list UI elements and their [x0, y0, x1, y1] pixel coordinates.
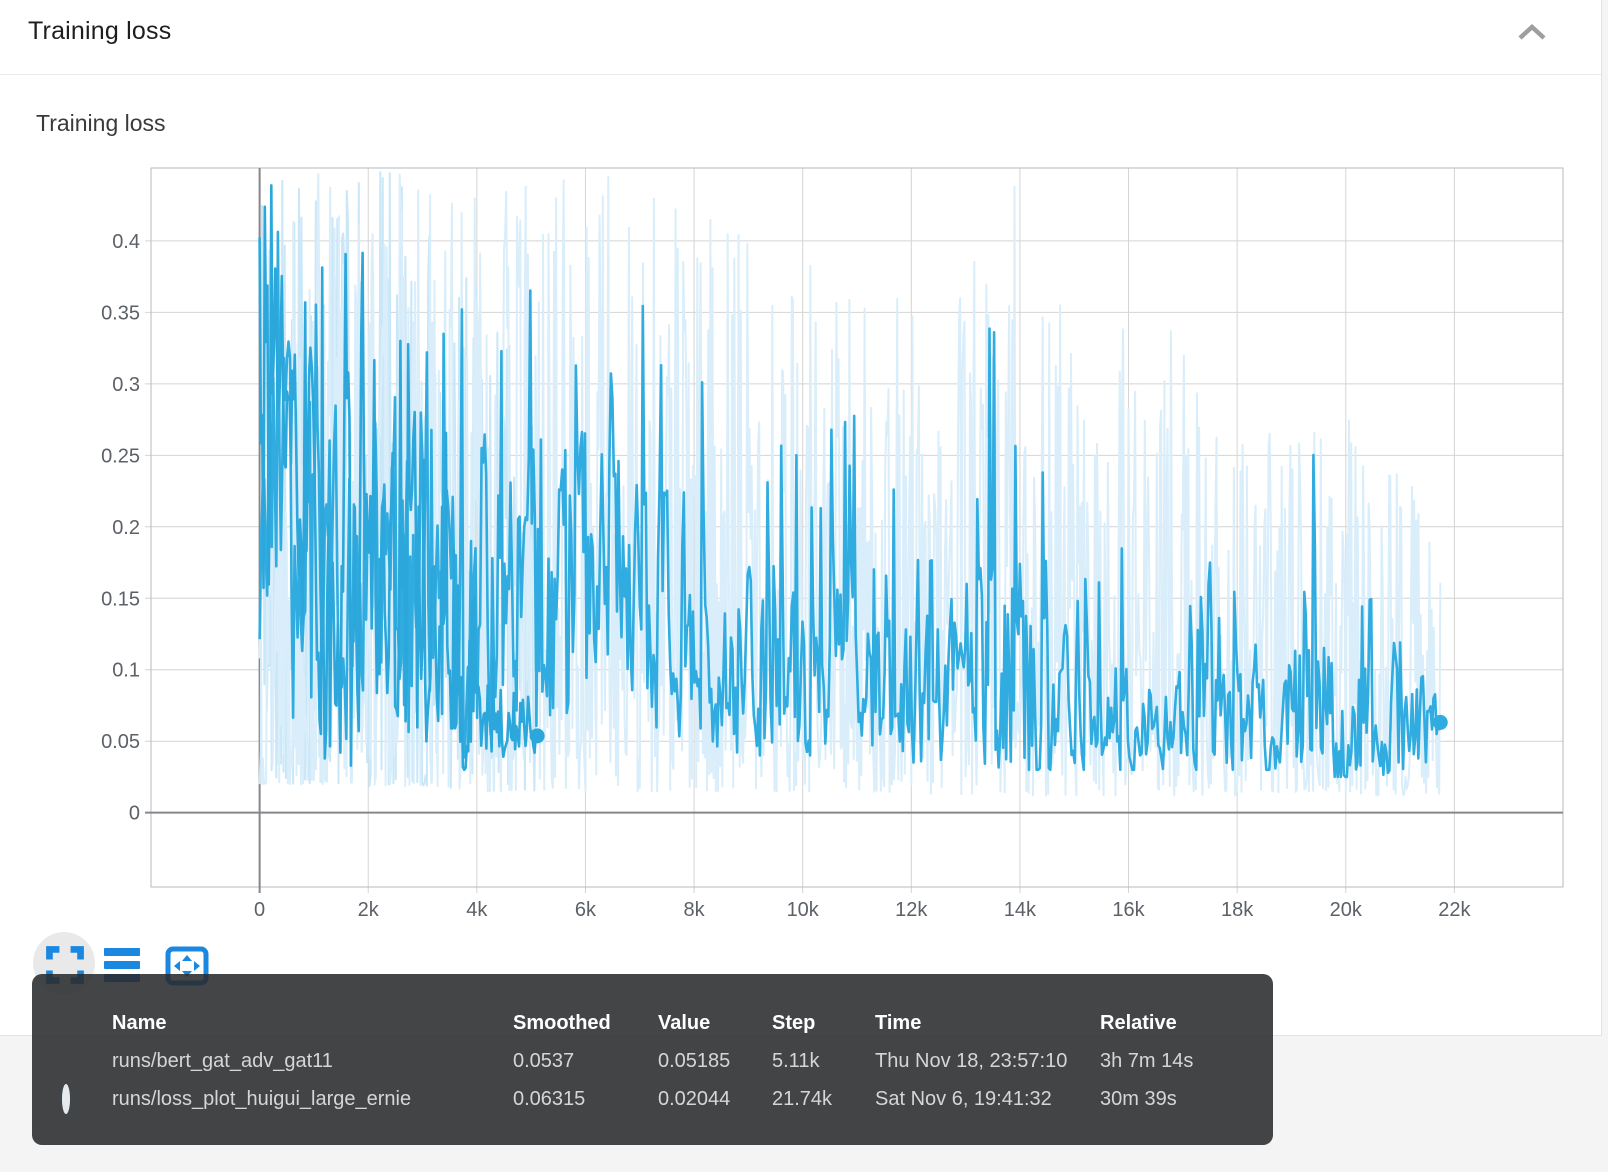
tooltip-run-row: runs/loss_plot_huigui_large_ernie 0.0631…	[32, 1080, 1273, 1118]
chart-series	[258, 171, 1448, 797]
run-value: 0.02044	[658, 1087, 731, 1110]
y-tick-label: 0.4	[112, 231, 140, 253]
y-tick-label: 0.1	[112, 660, 140, 682]
tooltip-col-value: Value	[658, 1011, 711, 1034]
run-relative: 3h 7m 14s	[1100, 1049, 1194, 1072]
y-tick-label: 0.15	[101, 588, 140, 610]
tooltip-header-row: Name Smoothed Value Step Time Relative	[32, 1004, 1273, 1042]
series-raw	[258, 171, 538, 792]
x-tick-label: 10k	[787, 899, 820, 921]
card-header: Training loss	[0, 0, 1601, 75]
run-relative: 30m 39s	[1100, 1087, 1177, 1110]
chart-title: Training loss	[36, 110, 166, 136]
run-step: 5.11k	[772, 1049, 820, 1072]
series-end-dot	[529, 728, 545, 744]
collapse-card-button[interactable]	[1504, 8, 1560, 60]
run-time: Sat Nov 6, 19:41:32	[875, 1087, 1052, 1110]
run-name: runs/loss_plot_huigui_large_ernie	[112, 1087, 412, 1110]
y-tick-label: 0.2	[112, 517, 140, 539]
tooltip-col-time: Time	[875, 1011, 922, 1034]
x-tick-label: 8k	[684, 899, 706, 921]
x-tick-label: 18k	[1221, 899, 1254, 921]
y-tick-label: 0.25	[101, 445, 140, 467]
run-smoothed: 0.06315	[513, 1087, 586, 1110]
run-value: 0.05185	[658, 1049, 731, 1072]
x-tick-label: 20k	[1330, 899, 1363, 921]
x-tick-label: 22k	[1438, 899, 1471, 921]
x-tick-label: 14k	[1004, 899, 1037, 921]
axis-tick-labels: 0 2k 4k 6k 8k 10k 12k 14k 16k 18k 20k 22k 0 0.05 0.1 0.…	[101, 231, 1471, 921]
run-step: 21.74k	[772, 1087, 833, 1110]
x-tick-label: 12k	[895, 899, 928, 921]
tooltip-col-name: Name	[112, 1011, 167, 1034]
fullscreen-icon	[45, 946, 85, 988]
chevron-up-icon	[1515, 22, 1549, 47]
x-tick-label: 4k	[466, 899, 488, 921]
y-tick-label: 0	[129, 803, 140, 825]
x-tick-label: 0	[254, 899, 265, 921]
series-end-dot	[1432, 714, 1448, 730]
fullscreen-button[interactable]	[45, 945, 85, 988]
tooltip-run-row: runs/bert_gat_adv_gat11 0.0537 0.05185 5…	[32, 1042, 1273, 1080]
chart-tooltip: Name Smoothed Value Step Time Relative r…	[32, 974, 1273, 1145]
card-title: Training loss	[28, 17, 172, 45]
run-time: Thu Nov 18, 23:57:10	[875, 1049, 1068, 1072]
run-name: runs/bert_gat_adv_gat11	[112, 1049, 333, 1072]
y-tick-label: 0.3	[112, 374, 140, 396]
series-smoothed	[258, 184, 539, 772]
tooltip-col-step: Step	[772, 1011, 816, 1034]
y-tick-label: 0.35	[101, 302, 140, 324]
run-color-marker	[62, 1083, 70, 1114]
x-tick-label: 6k	[575, 899, 597, 921]
tooltip-col-smoothed: Smoothed	[513, 1011, 611, 1034]
x-tick-label: 2k	[358, 899, 380, 921]
tooltip-col-relative: Relative	[1100, 1011, 1177, 1034]
run-smoothed: 0.0537	[513, 1049, 575, 1072]
y-tick-label: 0.05	[101, 731, 140, 753]
x-tick-label: 16k	[1112, 899, 1145, 921]
